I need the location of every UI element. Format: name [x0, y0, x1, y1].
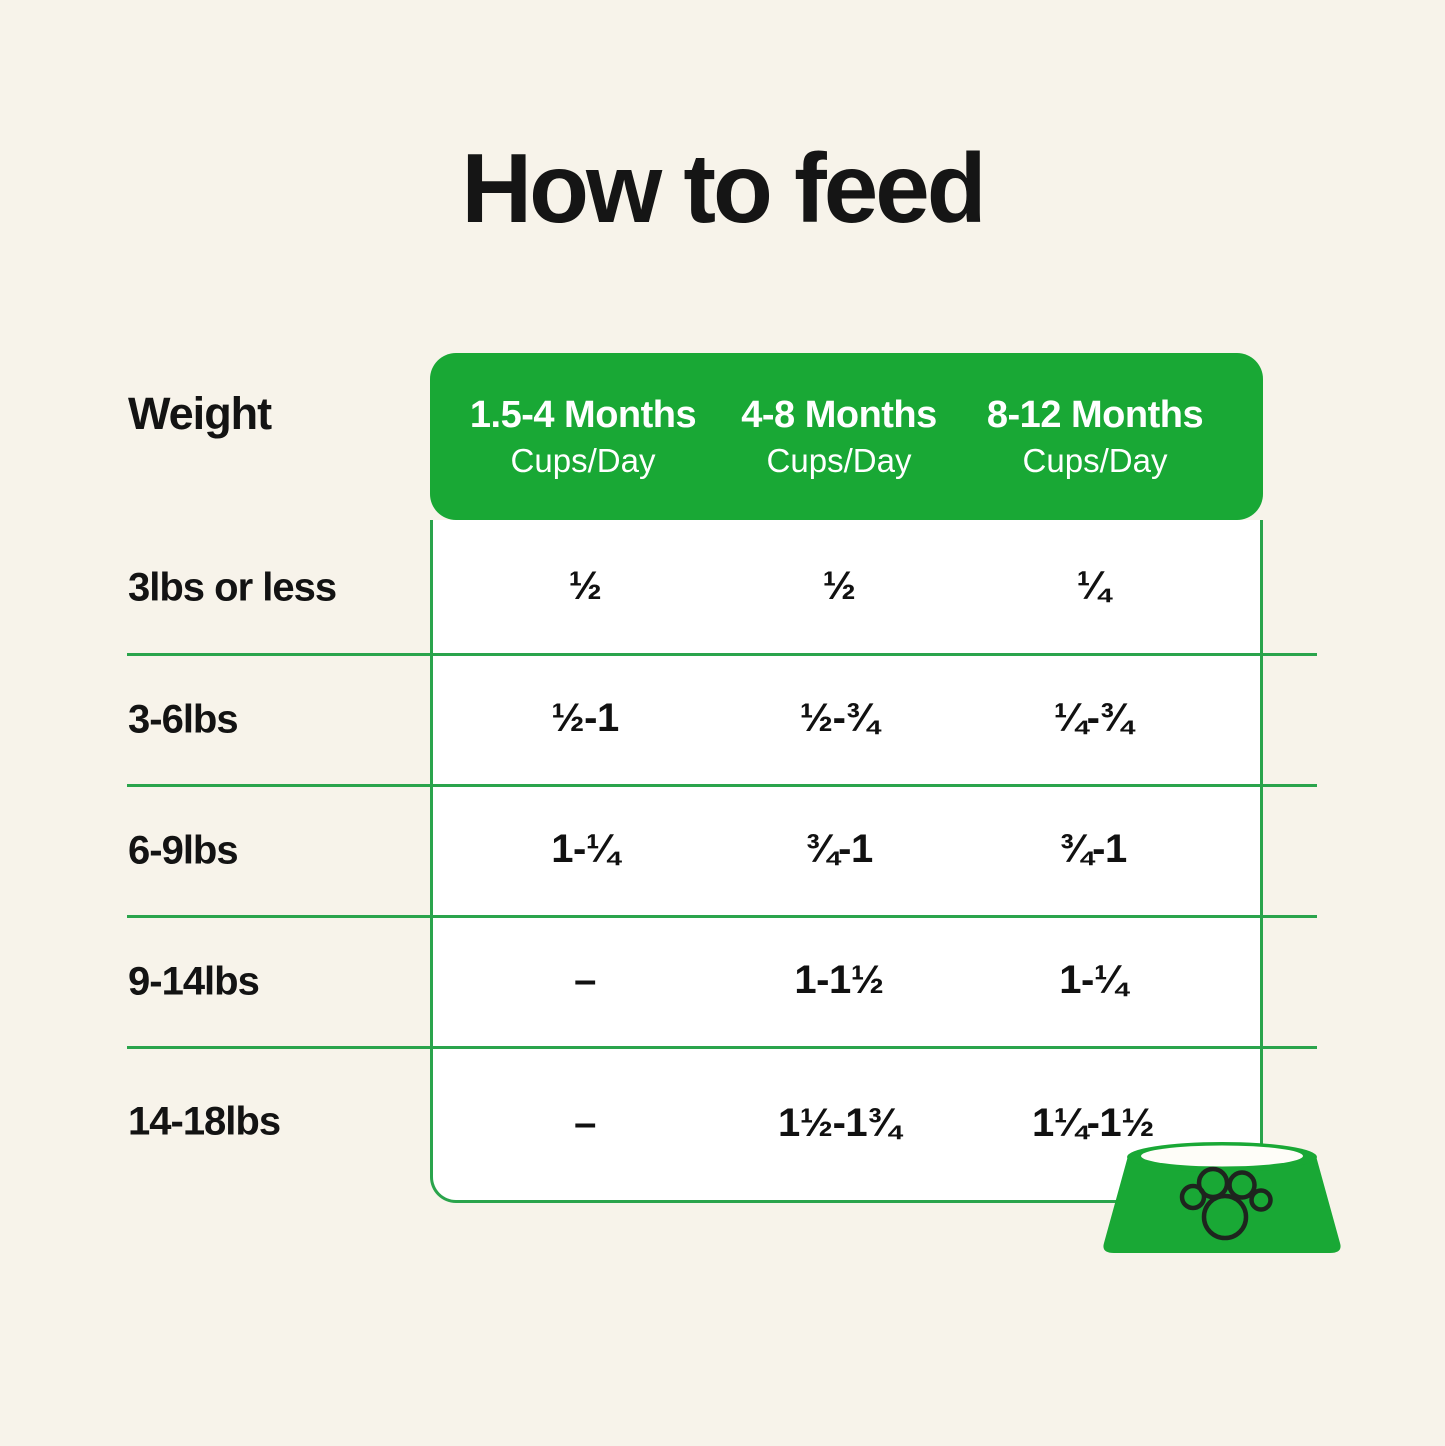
- cell-value: 1-¼: [551, 827, 619, 871]
- column-header-sublabel: Cups/Day: [1022, 441, 1168, 479]
- column-header-4-8-months: 4-8 Months Cups/Day: [711, 392, 967, 482]
- weight-column-header: Weight: [128, 388, 272, 439]
- cell-value: ½-1: [551, 696, 619, 740]
- column-header-8-12-months: 8-12 Months Cups/Day: [967, 392, 1223, 482]
- row-divider: [127, 784, 1317, 787]
- paw-print-icon: [1179, 1166, 1273, 1241]
- cell-value: ¼: [1076, 564, 1110, 608]
- column-header-sublabel: Cups/Day: [510, 441, 656, 479]
- cell-value: 1¼-1½: [1031, 1100, 1155, 1145]
- table-row: ½-1 ½-¾ ¼-¾: [458, 653, 1220, 784]
- row-divider: [127, 915, 1317, 918]
- cell-value: 1½-1¾: [777, 1100, 901, 1145]
- dog-bowl-icon: [1103, 1142, 1341, 1253]
- column-header-sublabel: Cups/Day: [766, 441, 912, 479]
- cell-value: ½-¾: [799, 696, 879, 740]
- table-row: 1-¼ ¾-1 ¾-1: [458, 784, 1220, 915]
- cell-value: ¼-¾: [1053, 696, 1133, 740]
- cell-value: –: [574, 1100, 596, 1145]
- row-label-3lbs-or-less: 3lbs or less: [128, 565, 337, 610]
- cell-value: 1-¼: [1059, 958, 1127, 1002]
- cell-value: ¾-1: [1059, 827, 1127, 871]
- table-row: – 1½-1¾ 1¼-1½: [458, 1046, 1220, 1200]
- cell-value: 1-1½: [794, 958, 884, 1002]
- table-header: 1.5-4 Months Cups/Day 4-8 Months Cups/Da…: [430, 353, 1263, 520]
- table-row: – 1-1½ 1-¼: [458, 915, 1220, 1046]
- row-label-6-9lbs: 6-9lbs: [128, 828, 239, 873]
- page-title: How to feed: [461, 133, 986, 243]
- row-label-9-14lbs: 9-14lbs: [128, 959, 260, 1004]
- column-header-label: 8-12 Months: [986, 393, 1204, 436]
- row-label-14-18lbs: 14-18lbs: [128, 1099, 281, 1144]
- row-divider: [127, 1046, 1317, 1049]
- row-label-3-6lbs: 3-6lbs: [128, 697, 239, 742]
- cell-value: ½: [822, 564, 856, 608]
- cell-value: ½: [568, 564, 602, 608]
- table-row: ½ ½ ¼: [458, 520, 1220, 653]
- cell-value: –: [574, 958, 596, 1002]
- table-body: ½ ½ ¼ ½-1 ½-¾ ¼-¾ 1-¼ ¾-1 ¾-1 – 1-1½ 1-¼…: [430, 520, 1263, 1203]
- cell-value: ¾-1: [805, 827, 873, 871]
- column-header-label: 1.5-4 Months: [469, 393, 697, 436]
- column-header-label: 4-8 Months: [741, 393, 937, 436]
- column-header-1-5-4-months: 1.5-4 Months Cups/Day: [455, 392, 711, 482]
- row-divider: [127, 653, 1317, 656]
